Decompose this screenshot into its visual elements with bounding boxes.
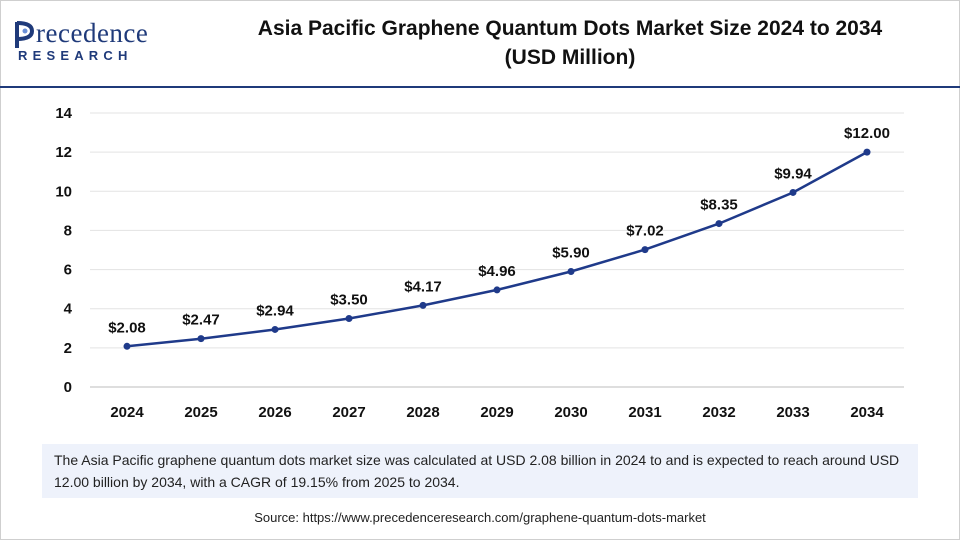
chart-title: Asia Pacific Graphene Quantum Dots Marke… (180, 14, 960, 72)
data-point (123, 342, 131, 350)
data-point (419, 301, 427, 309)
y-tick-label: 4 (64, 301, 73, 318)
x-tick-label: 2031 (628, 404, 661, 421)
x-tick-label: 2033 (776, 404, 809, 421)
x-tick-labels: 2024 2025 2026 2027 2028 2029 2030 2031 2032 2033… (110, 404, 884, 421)
data-label: $3.50 (330, 292, 368, 309)
data-label: $2.94 (256, 302, 294, 319)
precedence-research-logo: recedence RESEARCH (14, 18, 184, 68)
y-tick-label: 8 (64, 222, 72, 239)
data-label: $2.47 (182, 312, 220, 329)
x-tick-label: 2032 (702, 404, 735, 421)
y-tick-label: 2 (64, 340, 72, 357)
y-tick-label: 14 (55, 105, 72, 122)
header: recedence RESEARCH Asia Pacific Graphene… (0, 0, 960, 86)
chart-title-line-1: Asia Pacific Graphene Quantum Dots Marke… (257, 17, 883, 40)
data-label: $2.08 (108, 319, 146, 336)
data-label: $9.94 (774, 165, 812, 182)
data-point (863, 148, 871, 156)
data-point (345, 315, 353, 322)
x-tick-label: 2027 (332, 404, 365, 421)
data-point (493, 286, 501, 294)
data-points (123, 148, 871, 350)
line-chart: 0 2 4 6 8 10 12 14 2024 2025 2026 2027 2028 2029 2030… (55, 105, 904, 421)
logo-subtitle: RESEARCH (18, 48, 133, 63)
data-point (715, 220, 723, 228)
logo-p-mark-icon (15, 21, 35, 48)
data-point (567, 268, 575, 276)
data-point (271, 325, 279, 333)
x-tick-label: 2026 (258, 404, 291, 421)
y-tick-label: 10 (55, 183, 72, 200)
data-label: $4.96 (478, 263, 516, 280)
y-tick-label: 6 (64, 262, 72, 279)
data-point (789, 188, 797, 196)
y-tick-label: 12 (55, 144, 72, 161)
data-label: $5.90 (552, 245, 590, 262)
x-tick-label: 2025 (184, 404, 217, 421)
data-label: $8.35 (700, 197, 738, 214)
x-tick-label: 2028 (406, 404, 439, 421)
summary-note: The Asia Pacific graphene quantum dots m… (42, 444, 918, 498)
x-tick-label: 2034 (850, 404, 884, 421)
data-point (197, 335, 205, 343)
data-labels: $2.08 $2.47 $2.94 $3.50 $4.17 $4.96 $5.90 $7.02… (108, 125, 890, 336)
series-line (126, 151, 868, 348)
x-tick-label: 2024 (110, 404, 144, 421)
source-text: Source: https://www.precedenceresearch.c… (254, 510, 706, 525)
y-tick-label: 0 (64, 379, 72, 396)
data-point (641, 246, 649, 254)
data-label: $12.00 (844, 125, 890, 142)
data-label: $4.17 (404, 278, 442, 295)
y-tick-labels: 0 2 4 6 8 10 12 14 (55, 105, 72, 396)
data-label: $7.02 (626, 223, 664, 240)
logo-word: recedence (36, 18, 149, 48)
x-tick-label: 2029 (480, 404, 513, 421)
chart-title-line-2: (USD Million) (504, 46, 636, 69)
x-tick-label: 2030 (554, 404, 587, 421)
grid-lines (90, 112, 904, 388)
header-divider (0, 86, 960, 88)
